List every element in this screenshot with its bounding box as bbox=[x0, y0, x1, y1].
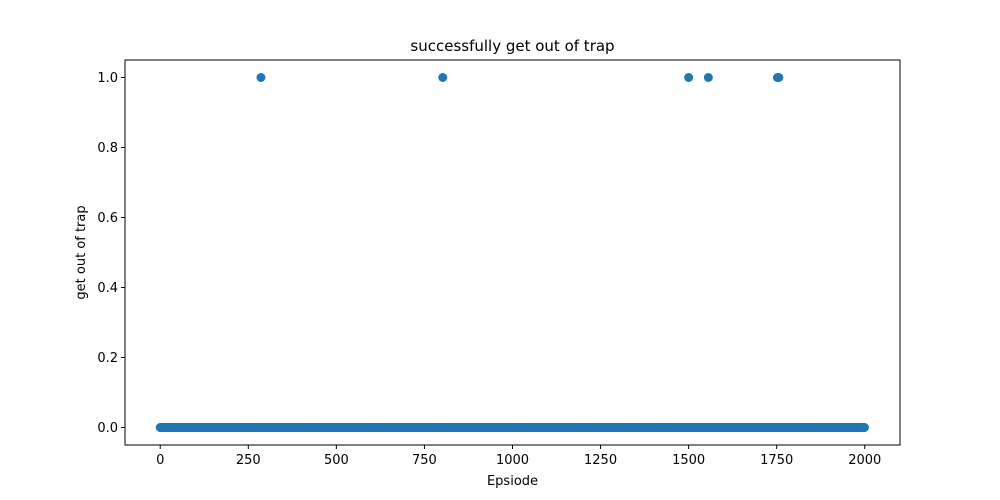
y-tick-label: 0.8 bbox=[97, 141, 118, 156]
x-tick-label: 2000 bbox=[848, 453, 881, 468]
x-tick-label: 750 bbox=[412, 453, 437, 468]
x-tick-label: 500 bbox=[324, 453, 349, 468]
x-tick-label: 0 bbox=[156, 453, 164, 468]
y-axis: 0.0 0.2 0.4 0.6 0.8 1.0 bbox=[97, 71, 125, 436]
plot-area bbox=[155, 73, 869, 432]
y-tick-label: 0.2 bbox=[97, 351, 118, 366]
y-tick-label: 0.4 bbox=[97, 281, 118, 296]
x-tick-label: 1250 bbox=[584, 453, 617, 468]
x-tick-label: 1000 bbox=[496, 453, 529, 468]
data-point-success bbox=[438, 73, 448, 82]
x-axis-label: Epsiode bbox=[487, 474, 538, 489]
y-tick-label: 1.0 bbox=[97, 71, 118, 86]
data-point-success bbox=[256, 73, 266, 82]
y-tick-label: 0.0 bbox=[97, 421, 118, 436]
x-tick-label: 1750 bbox=[760, 453, 793, 468]
chart-title: successfully get out of trap bbox=[410, 37, 614, 55]
x-tick-label: 250 bbox=[236, 453, 261, 468]
data-point-success bbox=[774, 73, 784, 82]
x-axis: 0 250 500 750 1000 1250 1500 1750 2000 bbox=[156, 445, 881, 468]
y-tick-label: 0.6 bbox=[97, 211, 118, 226]
data-point bbox=[859, 423, 869, 432]
x-tick-label: 1500 bbox=[672, 453, 705, 468]
data-point-success bbox=[703, 73, 713, 82]
data-point-success bbox=[684, 73, 694, 82]
y-axis-label: get out of trap bbox=[74, 205, 89, 299]
